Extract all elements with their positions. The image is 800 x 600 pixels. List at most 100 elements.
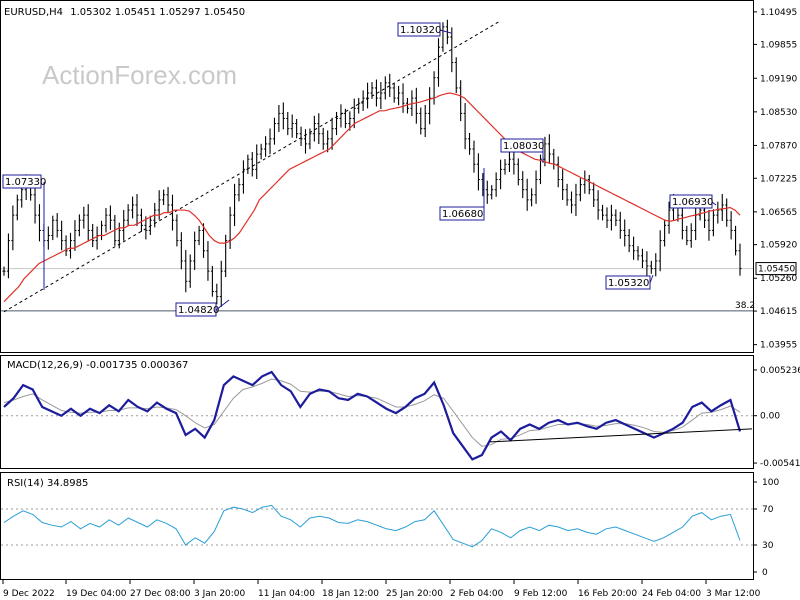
- price-bar: [401, 83, 405, 113]
- price-bar: [507, 151, 511, 173]
- price-bar: [37, 204, 41, 242]
- price-bar: [383, 76, 387, 100]
- ohlc-values: 1.05302 1.05451 1.05297 1.05450: [70, 7, 245, 18]
- annotation-box: [397, 22, 441, 37]
- price-bar: [627, 229, 631, 253]
- price-bar: [210, 265, 214, 297]
- price-bar: [419, 107, 423, 135]
- price-annotation: 1.08030: [500, 138, 544, 153]
- price-panel: [0, 0, 754, 353]
- price-bar: [131, 196, 135, 219]
- price-bar: [268, 128, 272, 155]
- price-bar: [397, 85, 401, 106]
- price-bar: [264, 136, 268, 157]
- time-tick-label: 27 Dec 08:00: [130, 589, 191, 599]
- price-annotation: 1.10320: [397, 22, 441, 37]
- price-bar: [463, 103, 467, 150]
- macd-trendline: [489, 428, 753, 443]
- macd-line: [3, 370, 742, 461]
- price-bar: [392, 83, 396, 103]
- symbol-label: EURUSD,H4: [4, 7, 63, 18]
- price-bar: [485, 180, 489, 204]
- price-bar: [361, 90, 365, 111]
- price-annotation: 1.06680: [439, 206, 485, 221]
- macd-tick-label: -0.005416: [760, 459, 800, 469]
- price-bar: [108, 205, 112, 230]
- price-bar: [476, 153, 480, 191]
- price-bar: [326, 130, 330, 153]
- price-bar: [623, 219, 627, 247]
- price-bar: [640, 248, 644, 269]
- price-axis: 1.10495 1.09855 1.09190 1.08530 1.07870 1.072…: [753, 8, 797, 351]
- price-tick-label: 1.10495: [760, 8, 797, 18]
- price-bar: [605, 207, 609, 228]
- price-layer: 38.2: [1, 19, 755, 313]
- annotation-label: 1.05320: [608, 278, 649, 289]
- price-bar: [259, 143, 263, 160]
- price-bar: [374, 79, 378, 107]
- price-bar: [689, 223, 693, 248]
- price-bar: [437, 38, 441, 87]
- annotation-box: [605, 275, 651, 290]
- price-bar: [450, 27, 454, 73]
- price-bar: [685, 225, 689, 246]
- price-bar: [33, 186, 37, 224]
- price-tick-label: 1.04615: [760, 307, 797, 317]
- price-bar: [179, 232, 183, 270]
- price-bar: [69, 232, 73, 259]
- price-bar: [193, 231, 197, 270]
- macd-panel: [0, 355, 754, 469]
- macd-tick-label: 0.005236: [760, 366, 800, 376]
- price-bar: [618, 211, 622, 239]
- price-bar: [734, 225, 738, 256]
- price-bar: [135, 194, 139, 227]
- time-tick-label: 24 Feb 04:00: [642, 589, 701, 599]
- price-bar: [290, 114, 294, 138]
- price-bar: [609, 204, 613, 231]
- price-bar: [197, 225, 201, 246]
- price-annotation: 1.05320: [605, 275, 651, 290]
- price-bar: [459, 80, 463, 122]
- price-bar: [86, 204, 90, 242]
- price-bar: [530, 188, 534, 207]
- price-bar: [219, 260, 223, 307]
- price-bar: [60, 220, 64, 251]
- price-bar: [295, 118, 299, 139]
- price-bar: [15, 194, 19, 221]
- time-axis: 9 Dec 2022 19 Dec 04:00 27 Dec 08:00 3 Jan …: [2, 580, 761, 599]
- price-bar: [335, 111, 339, 136]
- annotation-label: 1.06930: [672, 197, 713, 208]
- annotation-leader: [711, 201, 717, 206]
- price-bar: [281, 102, 285, 130]
- price-bar: [202, 223, 206, 258]
- price-bar: [117, 222, 121, 249]
- price-bar: [738, 243, 742, 276]
- price-bar: [663, 219, 667, 247]
- price-bar: [51, 215, 55, 241]
- price-bar: [729, 211, 733, 240]
- price-bar: [707, 209, 711, 241]
- price-bar: [441, 22, 445, 52]
- price-bar: [601, 204, 605, 221]
- price-bar: [299, 126, 303, 146]
- price-bar: [614, 209, 618, 227]
- price-bar: [578, 178, 582, 202]
- price-bar: [11, 205, 15, 251]
- price-tick-label: 1.05920: [760, 241, 797, 251]
- annotation-label: 1.07330: [5, 177, 46, 188]
- price-bar: [139, 208, 143, 232]
- price-bar: [570, 191, 574, 214]
- macd-layer: [1, 370, 753, 461]
- annotation-box: [2, 174, 42, 189]
- macd-axis: 0.005236 0.00 -0.005416: [753, 366, 800, 469]
- annotation-leader: [215, 299, 230, 311]
- time-tick-label: 3 Mar 12:00: [706, 589, 761, 599]
- price-bar: [503, 159, 507, 175]
- fib-label: 38.2: [735, 301, 755, 311]
- annotation-label: 1.10320: [400, 25, 441, 36]
- price-bar: [46, 226, 50, 250]
- price-bar: [77, 214, 81, 237]
- time-tick-label: 16 Feb 20:00: [578, 589, 637, 599]
- annotation-box: [500, 138, 544, 153]
